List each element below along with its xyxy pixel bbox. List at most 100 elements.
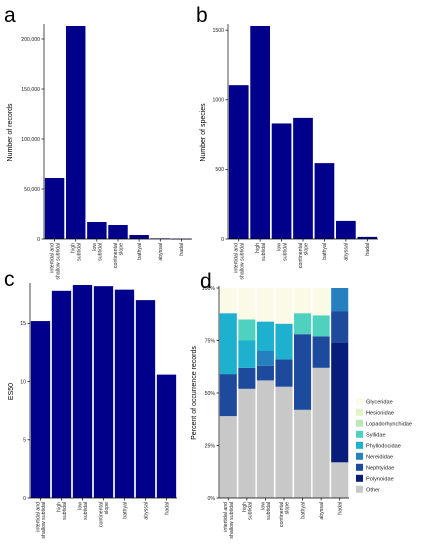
bar-b: [271, 123, 292, 239]
x-tick-label-a: abyssal: [158, 243, 164, 261]
legend-swatch: [356, 441, 363, 449]
legend-swatch: [356, 474, 363, 482]
x-tick-label-d: abyssal: [319, 502, 325, 520]
x-tick-label-c: continentalslope: [98, 502, 110, 527]
bar-segment-d: [256, 288, 274, 322]
bar-segment-d: [275, 359, 293, 387]
x-tick-label-d: intertidal andshallow subtidal: [223, 502, 235, 539]
x-tick-label-c: abyssal: [143, 502, 149, 520]
x-tick-label-b: highsubtidal: [255, 243, 267, 261]
panel-letter-b: b: [196, 4, 208, 27]
y-tick-label-d: 0%: [208, 496, 216, 502]
bar-b: [250, 26, 270, 239]
panel-letter-d: d: [200, 270, 212, 293]
bar-b: [228, 85, 249, 240]
bar-segment-d: [238, 319, 256, 341]
x-tick-label-c: bathyal: [122, 502, 128, 519]
y-tick-label-a: 200,000: [21, 37, 40, 43]
bar-segment-d: [256, 365, 274, 381]
bar-a: [129, 235, 149, 239]
bar-segment-d: [238, 367, 256, 389]
y-tick-label-a: 50,000: [24, 187, 40, 193]
legend-swatch: [356, 463, 363, 471]
y-tick-label-c: 0: [23, 496, 26, 502]
x-tick-label-c: hadal: [164, 502, 170, 515]
panel-c: c 0 5 10 15 intertidal andshallow subtidal hig…: [4, 268, 177, 539]
bar-segment-d: [331, 462, 349, 498]
x-tick-label-b: continentalslope: [298, 243, 310, 268]
x-tick-label-b: bathyal: [322, 243, 328, 260]
bar-b: [293, 117, 313, 239]
legend-label: Nereididae: [366, 455, 393, 461]
legend-label: Hesionidae: [366, 411, 394, 417]
bar-segment-d: [294, 334, 312, 410]
legend-label: Glyceridae: [366, 400, 393, 406]
legend-label: Nephtyidae: [366, 466, 394, 472]
x-tick-label-c: highsubtidal: [56, 502, 68, 520]
bar-segment-d: [219, 416, 237, 498]
bar-segment-d: [331, 288, 349, 312]
bar-segment-d: [256, 321, 274, 351]
y-axis-title-d: Percent of occurrence records: [191, 346, 198, 440]
bar-a: [65, 26, 86, 239]
bar-c: [51, 290, 72, 498]
y-tick-label-a: 100,000: [21, 137, 40, 143]
panel-a: a 0 50,000 100,000 150,000 200,000 intertidal …: [4, 4, 192, 280]
bar-c: [72, 285, 93, 498]
bar-c: [156, 374, 177, 498]
bar-b: [314, 163, 335, 239]
bar-segment-d: [219, 313, 237, 375]
y-tick-label-c: 10: [20, 379, 26, 385]
y-tick-label-a: 150,000: [21, 87, 40, 93]
bar-c: [93, 286, 114, 498]
y-axis-title-c: ES50: [8, 383, 15, 400]
y-tick-label-c: 15: [20, 321, 26, 327]
bar-segment-d: [331, 311, 349, 343]
y-tick-label-b: 0: [221, 237, 224, 243]
bar-segment-d: [312, 367, 330, 498]
y-tick-label-a: 0: [37, 237, 40, 243]
y-tick-label-b: 1000: [212, 98, 224, 104]
y-tick-label-d: 100%: [202, 286, 216, 292]
x-tick-label-d: highsubtidal: [242, 502, 254, 520]
y-tick-label-b: 1500: [212, 28, 224, 34]
x-tick-label-a: intertidal andshallow subtidal: [49, 243, 61, 280]
bar-c: [30, 321, 51, 498]
x-tick-label-c: lowsubtidal: [77, 502, 89, 520]
bar-a: [44, 178, 65, 239]
x-tick-label-a: lowsubtidal: [92, 243, 104, 261]
x-tick-label-b: hadal: [365, 243, 371, 256]
bar-segment-d: [331, 342, 349, 463]
legend-panel-d: Glyceridae Hesionidae Lopadorhynchidae Syll…: [356, 397, 412, 494]
y-tick-label-b: 500: [215, 167, 224, 173]
bar-a: [108, 225, 128, 239]
bar-segment-d: [275, 288, 293, 324]
y-axis-title-b: Number of species: [200, 103, 207, 162]
x-tick-label-b: abyssal: [344, 243, 350, 261]
bar-segment-d: [238, 340, 256, 368]
legend-label: Syllidae: [366, 433, 386, 439]
bar-segment-d: [294, 288, 312, 314]
bar-segment-d: [256, 351, 274, 366]
legend-swatch: [356, 485, 363, 493]
panel-d: d 0% 25% 50% 75% 100% intertidal andshallow su…: [191, 270, 349, 539]
x-tick-label-b: lowsubtidal: [276, 243, 288, 261]
bar-b: [357, 236, 378, 239]
x-tick-label-a: continentalslope: [113, 243, 125, 268]
legend-label: Lopadorhynchidae: [366, 422, 412, 428]
panel-letter-a: a: [4, 4, 16, 27]
panel-b: b 0 500 1000 1500 intertidal andshallow subti…: [196, 4, 378, 280]
bar-c: [135, 300, 156, 498]
x-tick-label-a: highsubtidal: [71, 243, 83, 261]
bar-segment-d: [238, 288, 256, 320]
y-tick-label-c: 5: [23, 438, 26, 444]
y-axis-title-a: Number of records: [7, 103, 14, 161]
bar-segment-d: [312, 315, 330, 337]
bar-segment-d: [219, 374, 237, 417]
bar-segment-d: [294, 313, 312, 335]
x-tick-label-d: lowsubtidal: [260, 502, 272, 520]
x-tick-label-d: bathyal: [300, 502, 306, 519]
legend-swatch: [356, 419, 363, 427]
y-tick-label-d: 50%: [205, 391, 216, 397]
